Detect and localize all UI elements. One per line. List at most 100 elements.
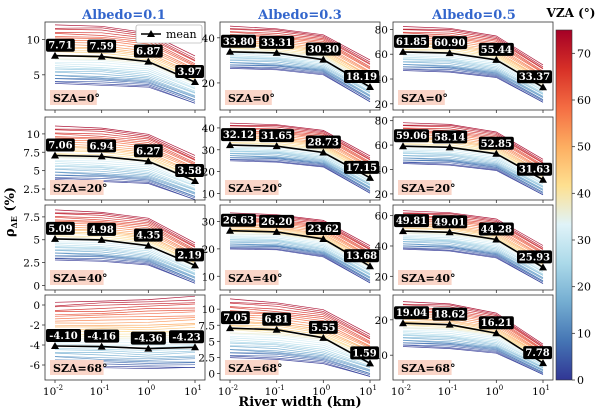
mean-marker [492,329,501,337]
vza-line [402,344,544,375]
vza-lines [54,24,196,104]
vza-line [229,337,371,364]
vza-line [402,32,544,72]
y-tick-label: 0 [208,369,215,381]
x-tick-label: 101 [532,384,550,398]
panel-frame [392,21,554,111]
vza-line [54,162,196,187]
mean-label-box [84,329,120,343]
vza-line [402,70,544,103]
vza-line [54,78,196,101]
y-tick-label: 10 [27,35,40,47]
vza-line [54,299,196,307]
y-tick-label: 30 [202,216,215,228]
mean-value-label: 52.85 [481,139,512,150]
mean-marker [144,57,153,65]
vza-line [229,68,371,103]
vza-line [54,244,196,272]
vza-line [229,306,371,340]
y-tick-label: 20 [375,189,388,201]
sza-label: SZA=40° [228,272,283,285]
colorbar: VZA (°) 0 10 20 30 40 50 60 70 [546,6,596,387]
mean-marker [399,142,407,150]
panel-frame [392,116,554,201]
y-tick-label: 20 [202,244,215,256]
panel-frame [219,116,381,201]
panel-1-3: 61.85 60.90 55.44 33.37 SZA=0° 20 40 60 80 [375,21,554,113]
mean-label-box [221,128,256,142]
x-tick-label: 10-2 [391,384,411,398]
y-tick-label: 60 [375,49,388,61]
vza-line [402,122,544,160]
y-tick-label: 10 [375,350,388,362]
vza-line [402,162,544,196]
vza-line [229,28,371,65]
vza-line [229,226,371,261]
mean-label-box [46,221,75,235]
svg-text:ρΔE (%): ρΔE (%) [3,187,19,237]
vza-line [229,341,371,367]
sza-label: SZA=20° [228,182,283,195]
vza-line [54,352,196,358]
mean-value-label: -4.36 [134,334,163,345]
vza-line [402,321,544,358]
mean-value-label: 30.30 [308,45,339,56]
vza-line [54,220,196,253]
mean-value-label: 1.59 [352,348,376,359]
vza-line [402,212,544,248]
mean-value-label: 17.15 [346,163,377,174]
mean-value-label: 5.09 [48,224,72,235]
mean-value-label: 3.58 [177,166,201,177]
colorbar-tick-label: 60 [577,94,591,107]
mean-label-box [133,228,163,242]
vza-line [55,40,196,70]
vza-line [54,224,196,256]
column-title-albedo-0.1: Albedo=0.1 [81,8,166,23]
y-tick-label: 40 [202,33,215,45]
mean-marker [51,342,59,349]
mean-value-label: 49.01 [434,217,465,228]
mean-marker [272,48,281,56]
sza-label: SZA=20° [53,182,108,195]
vza-line [402,64,544,99]
vza-line [54,74,196,97]
vza-line [54,174,196,197]
vza-line [54,258,196,284]
panel-frame [219,294,381,381]
mean-line [54,238,196,267]
vza-line [54,302,196,308]
vza-line [54,241,196,270]
mean-label-box [478,136,514,150]
column-title-albedo-0.5: Albedo=0.5 [431,8,516,23]
mean-value-label: 49.81 [396,216,427,227]
vza-line [54,61,196,87]
vza-line [54,317,196,322]
mean-marker [539,359,547,367]
vza-line [54,255,196,281]
vza-line [54,132,196,161]
mean-label-box [478,316,514,330]
mean-value-label: 23.62 [308,224,339,235]
y-tick-label: 10 [27,129,40,141]
y-tick-label: 10 [202,271,215,283]
y-tick-label: 5 [208,336,215,348]
vza-line [402,301,544,345]
vza-line [229,301,371,338]
colorbar-ticks: 0 10 20 30 40 50 60 70 [572,47,591,387]
panel-3-1: 5.09 4.98 4.35 2.19 SZA=40° 0 2.5 5 7.5 [23,204,206,293]
vza-line [54,177,196,199]
panel-frame [219,204,381,291]
vza-line [402,248,544,284]
vza-line [54,309,196,316]
mean-value-label: 2.19 [177,250,201,261]
vza-line [402,318,544,357]
mean-marker [144,157,153,165]
panel-frame [44,116,206,201]
vza-line [402,340,544,372]
vza-line [54,235,196,264]
y-axis-label: ρΔE (%) [3,187,19,237]
panel-4-1: -4.10 -4.16 -4.36 -4.23 SZA=68° -6 -4 -2 0 10-2 10… [30,294,206,398]
x-axis-label: River width (km) [238,395,361,410]
vza-line [229,31,371,68]
